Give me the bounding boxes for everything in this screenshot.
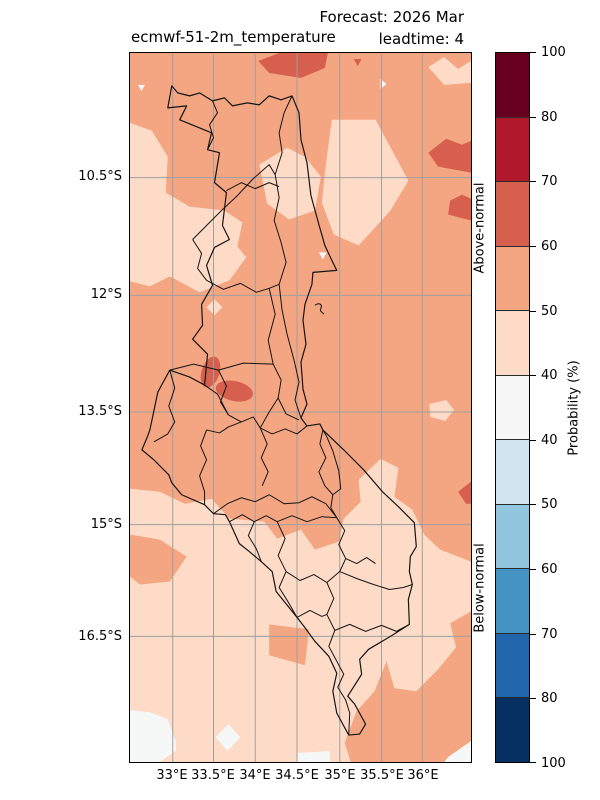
x-axis-tick-label: 35°E [324,768,356,783]
colorbar-segment-above-normal-40-50- [496,310,529,375]
map-plot-area [129,52,472,763]
y-axis-tick-label: 12°S [90,287,122,302]
colorbar-segment-below-normal-70-80- [496,632,529,698]
probability-patches-below-40 [130,78,471,762]
forecast-map [130,53,471,762]
colorbar-tick-mark [530,181,536,182]
probability-patches-60-70 [200,53,471,504]
colorbar-tick-label: 100 [541,756,566,771]
colorbar-tick-mark [530,311,536,312]
figure-title-forecast: Forecast: 2026 Mar leadtime: 4 [204,6,464,50]
colorbar-tick-mark [530,698,536,699]
y-axis-tick-label: 15°S [90,517,122,532]
figure-title-line1: Forecast: 2026 Mar [319,8,464,26]
colorbar-above-normal-label: Above-normal [472,182,488,274]
x-axis-tick-label: 33.5°E [191,768,235,783]
colorbar-tick-label: 40 [541,432,558,448]
colorbar-tick-label: 40 [541,368,558,384]
colorbar-tick-mark [530,117,536,118]
colorbar-tick-mark [530,634,536,635]
colorbar-tick-label: 80 [541,691,558,707]
colorbar-tick-mark [530,762,536,763]
colorbar-segment-below-normal-40-50- [496,439,529,504]
y-axis-tick-label: 10.5°S [78,169,122,184]
colorbar-tick-mark [530,52,536,53]
colorbar-segment-below-normal-60-70- [496,568,529,633]
colorbar-segment-below-normal-80-100- [496,697,529,763]
colorbar-below-normal-label: Below-normal [472,543,488,633]
colorbar-segment-above-normal-80-100- [496,53,529,117]
x-axis-tick-label: 34.5°E [275,768,319,783]
figure-title-leadtime: leadtime: 4 [378,30,464,48]
colorbar-segment-neutral-40- [496,374,529,440]
colorbar-tick-label: 70 [541,626,558,642]
probability-colorbar [495,52,530,763]
colorbar-tick-mark [530,504,536,505]
likoma-island-mark [314,303,325,315]
colorbar-tick-mark [530,569,536,570]
colorbar-segment-above-normal-50-60- [496,245,529,311]
graticule-gridlines [130,53,471,762]
colorbar-tick-mark [530,246,536,247]
x-axis-tick-label: 35.5°E [360,768,404,783]
national-border [141,85,417,736]
colorbar-segment-above-normal-70-80- [496,116,529,182]
y-axis-tick-label: 13.5°S [78,404,122,419]
y-axis-tick-label: 16.5°S [78,629,122,644]
colorbar-tick-label: 60 [541,238,558,254]
colorbar-segment-below-normal-50-60- [496,503,529,569]
colorbar-axis-label: Probability (%) [566,360,582,456]
colorbar-tick-label: 100 [541,45,566,60]
colorbar-tick-label: 70 [541,174,558,190]
colorbar-tick-label: 60 [541,562,558,578]
probability-patches-40-50 [130,56,471,762]
figure-title-model: ecmwf-51-2m_temperature [131,28,336,46]
district-boundaries [153,95,413,736]
colorbar-tick-label: 50 [541,303,558,319]
x-axis-tick-label: 33°E [156,768,188,783]
colorbar-segment-above-normal-60-70- [496,181,529,246]
colorbar-tick-label: 80 [541,109,558,125]
colorbar-tick-mark [530,375,536,376]
colorbar-tick-label: 50 [541,497,558,513]
x-axis-tick-label: 36°E [407,768,439,783]
colorbar-tick-mark [530,440,536,441]
x-axis-tick-label: 34°E [239,768,271,783]
